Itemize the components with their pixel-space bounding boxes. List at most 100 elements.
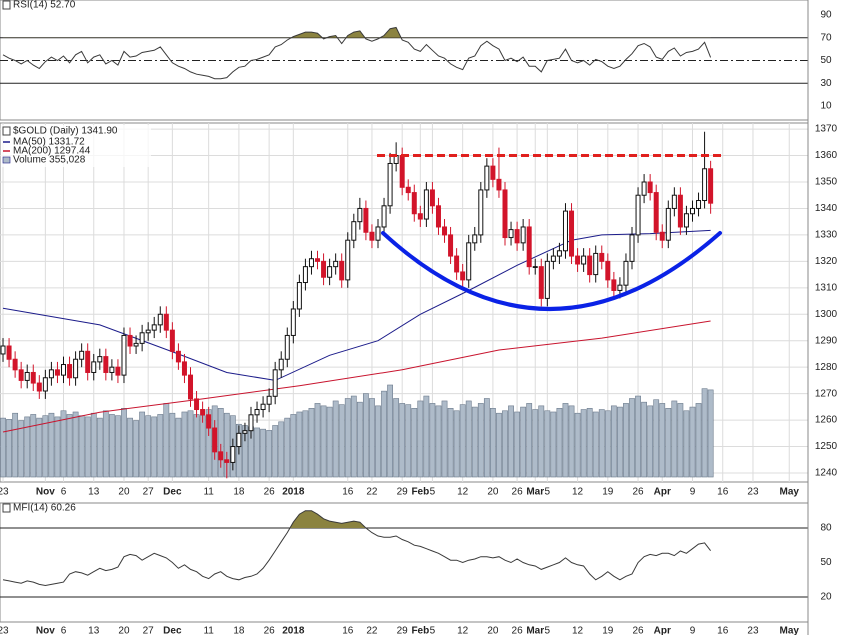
y-tick-label: 30 <box>820 78 832 89</box>
x-tick-label: 23 <box>0 487 9 498</box>
candle-body <box>133 342 139 347</box>
candle-body <box>496 178 502 191</box>
x-tick-label: 19 <box>602 626 614 635</box>
volume-bar <box>296 411 303 478</box>
candle-body <box>296 282 302 310</box>
candle-body <box>91 361 97 373</box>
candle-body <box>562 210 568 252</box>
x-tick-label: Nov <box>36 487 55 498</box>
x-tick-label: 2018 <box>282 487 305 498</box>
volume-bar <box>314 403 321 478</box>
x-tick-label: 11 <box>203 487 214 498</box>
x-tick-label: 29 <box>397 626 409 635</box>
x-tick-label: 16 <box>717 626 729 635</box>
x-tick-label: 22 <box>366 626 378 635</box>
candle-body <box>248 414 254 432</box>
x-tick-label: 16 <box>342 626 354 635</box>
x-tick-label: Dec <box>163 626 182 635</box>
volume-bar <box>96 417 103 478</box>
volume-bar <box>66 414 73 478</box>
volume-bar <box>133 420 139 478</box>
volume-bar <box>375 405 381 478</box>
candle-body <box>315 258 321 262</box>
x-tick-label: 26 <box>632 487 644 498</box>
volume-bar <box>520 406 527 478</box>
x-tick-label: 26 <box>512 626 524 635</box>
x-tick-label: 16 <box>717 487 729 498</box>
volume-bar <box>308 408 315 478</box>
volume-bar <box>671 400 678 478</box>
y-tick-label: 1330 <box>815 230 838 241</box>
volume-bar <box>417 400 424 478</box>
candle-body <box>212 427 218 453</box>
candle-body <box>671 194 677 209</box>
candle-body <box>381 205 387 228</box>
x-tick-label: 20 <box>487 487 499 498</box>
volume-bar <box>78 415 85 478</box>
volume-bar <box>683 410 690 478</box>
x-tick-label: 9 <box>690 487 696 498</box>
volume-bar <box>592 411 599 478</box>
volume-bar <box>260 428 266 478</box>
candle-body <box>121 334 127 376</box>
volume-bar <box>332 400 339 478</box>
candle-body <box>708 168 714 204</box>
candle-body <box>169 329 175 352</box>
volume-bar <box>538 405 545 478</box>
volume-bar <box>665 408 672 478</box>
candle-body <box>435 205 441 228</box>
volume-bar <box>90 412 97 478</box>
x-tick-label: 23 <box>0 626 9 635</box>
volume-bar <box>526 403 533 478</box>
title-icon <box>2 126 11 136</box>
x-tick-label: 19 <box>602 487 614 498</box>
x-tick-label: 5 <box>430 487 436 498</box>
candle-body <box>272 369 278 397</box>
candle-body <box>242 430 248 434</box>
x-tick-label: 12 <box>572 487 584 498</box>
candle-body <box>423 189 429 220</box>
candle-body <box>345 239 351 281</box>
volume-bar <box>387 384 393 478</box>
candle-body <box>484 165 490 191</box>
panel-title: MFI(14) 60.26 <box>13 503 76 514</box>
volume-bar <box>302 410 309 478</box>
candle-body <box>181 361 187 376</box>
candle-body <box>284 334 290 360</box>
x-tick-label: 23 <box>747 487 759 498</box>
x-tick-label: 20 <box>487 626 499 635</box>
x-tick-label: 6 <box>61 626 67 635</box>
candle-body <box>151 324 157 331</box>
candle-body <box>617 284 623 291</box>
volume-bar <box>115 415 121 478</box>
volume-bar <box>84 416 91 478</box>
moving-average <box>2 320 711 433</box>
legend-label: MA(200) 1297.44 <box>13 146 91 157</box>
candle-body <box>145 329 151 334</box>
candle-body <box>544 260 550 299</box>
candle-body <box>175 350 181 363</box>
volume-bar <box>266 430 273 478</box>
x-tick-label: 9 <box>690 626 696 635</box>
candle-body <box>623 260 629 286</box>
candle-body <box>6 345 12 360</box>
volume-bar <box>290 414 297 478</box>
y-tick-label: 1350 <box>815 177 838 188</box>
y-tick-label: 1310 <box>815 282 838 293</box>
volume-bar <box>54 416 61 478</box>
volume-bar <box>514 411 520 478</box>
y-tick-label: 20 <box>820 592 832 603</box>
x-tick-label: Dec <box>163 487 182 498</box>
volume-bar <box>0 417 6 478</box>
legend-bg <box>1 125 151 167</box>
candle-body <box>659 231 665 241</box>
volume-bar <box>586 408 593 478</box>
volume-bar <box>356 401 363 478</box>
volume-bar <box>338 404 345 478</box>
volume-bar <box>12 412 19 478</box>
candle-body <box>526 226 532 268</box>
candle-body <box>478 189 484 236</box>
volume-bar <box>48 412 55 478</box>
volume-bar <box>429 403 436 478</box>
